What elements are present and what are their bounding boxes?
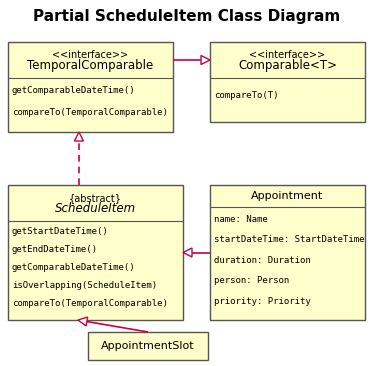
Bar <box>210 185 365 320</box>
Text: duration: Duration: duration: Duration <box>214 256 311 265</box>
Polygon shape <box>201 56 210 64</box>
Text: compareTo(T): compareTo(T) <box>214 91 279 100</box>
Text: Comparable<T>: Comparable<T> <box>238 60 337 72</box>
Text: Appointment: Appointment <box>251 191 324 201</box>
Text: compareTo(TemporalComparable): compareTo(TemporalComparable) <box>12 299 168 308</box>
Text: startDateTime: StartDateTime: startDateTime: StartDateTime <box>214 235 365 244</box>
Text: person: Person: person: Person <box>214 276 289 285</box>
Text: ScheduleItem: ScheduleItem <box>55 202 136 216</box>
Polygon shape <box>183 248 192 257</box>
Bar <box>88 332 208 360</box>
Bar <box>210 42 365 122</box>
Text: TemporalComparable: TemporalComparable <box>27 60 154 72</box>
Text: compareTo(TemporalComparable): compareTo(TemporalComparable) <box>12 108 168 117</box>
Text: <<interface>>: <<interface>> <box>52 50 129 60</box>
Text: getComparableDateTime(): getComparableDateTime() <box>12 86 136 96</box>
Text: getEndDateTime(): getEndDateTime() <box>12 245 98 254</box>
Polygon shape <box>78 317 88 326</box>
Text: AppointmentSlot: AppointmentSlot <box>101 341 195 351</box>
Text: isOverlapping(ScheduleItem): isOverlapping(ScheduleItem) <box>12 281 157 290</box>
Text: Partial ScheduleItem Class Diagram: Partial ScheduleItem Class Diagram <box>33 8 341 23</box>
Text: {abstract}: {abstract} <box>69 193 122 203</box>
Polygon shape <box>74 132 83 141</box>
Text: priority: Priority: priority: Priority <box>214 297 311 306</box>
Bar <box>8 185 183 320</box>
Text: <<interface>>: <<interface>> <box>249 50 325 60</box>
Text: name: Name: name: Name <box>214 215 268 224</box>
Text: getComparableDateTime(): getComparableDateTime() <box>12 263 136 272</box>
Bar <box>8 42 173 132</box>
Text: getStartDateTime(): getStartDateTime() <box>12 227 109 236</box>
